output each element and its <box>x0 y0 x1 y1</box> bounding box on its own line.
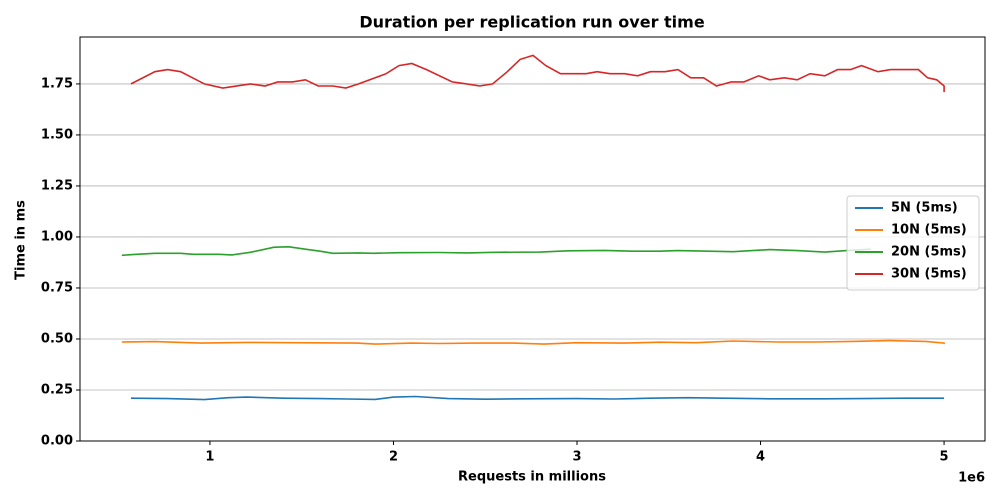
legend-box <box>846 195 980 291</box>
legend-label: 10N (5ms) <box>891 223 967 238</box>
x-axis-label: Requests in millions <box>458 470 606 485</box>
legend-label: 20N (5ms) <box>891 245 967 260</box>
x-tick-label: 1 <box>205 450 214 465</box>
x-offset-label: 1e6 <box>958 471 985 486</box>
x-tick-label: 3 <box>572 450 581 465</box>
series-line <box>130 54 945 93</box>
y-tick-label: 1.50 <box>41 127 73 142</box>
y-tick-label: 1.75 <box>41 76 73 91</box>
y-tick-label: 1.00 <box>41 229 73 244</box>
y-tick-label: 0.25 <box>41 382 73 397</box>
legend-label: 30N (5ms) <box>891 267 967 282</box>
y-tick-label: 1.25 <box>41 178 73 193</box>
series-line <box>130 395 945 401</box>
y-tick-label: 0.75 <box>41 280 73 295</box>
series-line <box>121 245 871 257</box>
legend-label: 5N (5ms) <box>891 201 958 216</box>
chart-title: Duration per replication run over time <box>359 13 705 32</box>
series-line <box>121 339 945 345</box>
x-tick-label: 4 <box>756 450 765 465</box>
y-tick-label: 0.00 <box>41 434 73 449</box>
plot-frame <box>79 36 986 442</box>
y-axis-label: Time in ms <box>14 200 29 280</box>
x-tick-label: 2 <box>389 450 398 465</box>
x-tick-label: 5 <box>940 450 949 465</box>
y-tick-label: 0.50 <box>41 331 73 346</box>
